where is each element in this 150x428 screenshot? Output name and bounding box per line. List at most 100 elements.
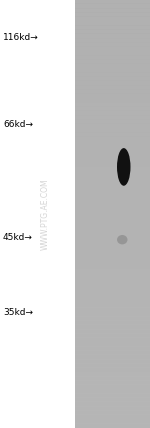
Ellipse shape xyxy=(117,148,130,186)
Bar xyxy=(75,307,150,312)
Bar xyxy=(75,282,150,287)
Bar xyxy=(75,230,150,235)
Bar xyxy=(75,372,150,377)
Bar xyxy=(75,389,150,394)
Bar xyxy=(75,68,150,73)
Bar xyxy=(75,277,150,282)
Bar xyxy=(75,132,150,137)
Bar xyxy=(75,145,150,150)
Text: 66kd→: 66kd→ xyxy=(3,119,33,129)
Bar xyxy=(75,324,150,330)
Bar xyxy=(75,235,150,240)
Bar xyxy=(75,115,150,120)
Bar xyxy=(75,290,150,295)
Bar xyxy=(75,294,150,300)
Bar xyxy=(75,260,150,265)
Bar xyxy=(75,384,150,389)
Text: 45kd→: 45kd→ xyxy=(3,233,33,242)
Bar xyxy=(75,209,150,214)
Bar xyxy=(75,175,150,180)
Bar xyxy=(75,414,150,419)
Bar xyxy=(75,316,150,321)
Bar xyxy=(75,106,150,111)
Bar xyxy=(75,12,150,17)
Bar xyxy=(75,179,150,184)
Bar xyxy=(75,38,150,43)
Bar xyxy=(75,406,150,411)
Bar xyxy=(75,196,150,201)
Bar xyxy=(75,269,150,274)
Bar xyxy=(75,63,150,68)
Bar xyxy=(75,72,150,77)
Bar xyxy=(75,89,150,94)
Bar xyxy=(75,140,150,146)
Text: 35kd→: 35kd→ xyxy=(3,308,33,317)
Bar xyxy=(75,29,150,34)
Bar xyxy=(75,21,150,26)
Bar xyxy=(75,397,150,402)
Bar xyxy=(75,183,150,188)
Bar xyxy=(75,217,150,223)
Bar xyxy=(75,158,150,163)
Bar xyxy=(75,33,150,39)
Bar xyxy=(75,303,150,308)
Bar xyxy=(75,252,150,257)
Bar xyxy=(75,273,150,278)
Bar xyxy=(75,286,150,291)
Bar xyxy=(75,423,150,428)
Bar xyxy=(75,410,150,415)
Bar xyxy=(75,329,150,334)
Bar xyxy=(75,119,150,124)
Bar xyxy=(75,222,150,227)
Bar xyxy=(75,85,150,90)
Bar xyxy=(75,354,150,360)
Bar xyxy=(75,213,150,218)
Bar xyxy=(75,243,150,248)
Bar xyxy=(75,3,150,9)
Text: 116kd→: 116kd→ xyxy=(3,33,39,42)
Bar xyxy=(75,166,150,171)
Bar xyxy=(75,205,150,210)
Bar xyxy=(75,16,150,21)
Bar xyxy=(75,320,150,325)
Bar xyxy=(75,247,150,253)
Bar xyxy=(75,123,150,128)
Bar xyxy=(75,376,150,381)
Bar xyxy=(75,102,150,107)
Bar xyxy=(75,51,150,56)
Bar xyxy=(75,153,150,158)
Bar xyxy=(75,393,150,398)
Bar xyxy=(75,59,150,64)
Bar xyxy=(75,98,150,103)
Bar xyxy=(75,0,150,428)
Ellipse shape xyxy=(117,235,128,244)
Bar xyxy=(75,419,150,424)
Bar xyxy=(75,42,150,47)
Bar xyxy=(75,110,150,116)
Bar xyxy=(75,380,150,385)
Bar xyxy=(75,93,150,98)
Bar xyxy=(75,346,150,351)
Bar xyxy=(75,367,150,372)
Bar xyxy=(75,55,150,60)
Bar xyxy=(75,363,150,368)
Bar xyxy=(75,25,150,30)
Bar xyxy=(75,0,150,4)
Bar xyxy=(75,226,150,231)
Bar xyxy=(75,359,150,364)
Bar xyxy=(75,401,150,407)
Bar xyxy=(75,170,150,175)
Bar xyxy=(75,265,150,270)
Bar xyxy=(75,333,150,338)
Bar xyxy=(75,337,150,342)
Bar xyxy=(75,350,150,355)
Bar xyxy=(75,80,150,86)
Bar xyxy=(75,187,150,193)
Text: WWW.PTG.AE.COM: WWW.PTG.AE.COM xyxy=(40,178,50,250)
Bar xyxy=(75,149,150,154)
Bar xyxy=(75,299,150,304)
Bar xyxy=(75,136,150,141)
Bar xyxy=(75,76,150,81)
Bar xyxy=(75,8,150,13)
Bar xyxy=(75,192,150,197)
